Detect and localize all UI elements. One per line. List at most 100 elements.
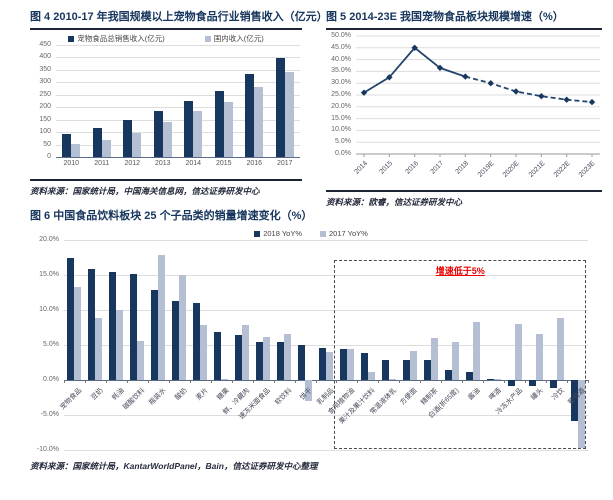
bar-series2: [263, 336, 271, 380]
bar-series2: [388, 379, 396, 381]
bar-series1: [339, 349, 347, 380]
axis-tick: [546, 380, 548, 383]
figure5-title: 图 5 2014-23E 我国宠物食品板块规模增速（%）: [326, 8, 602, 30]
axis-tick: [504, 380, 506, 383]
bar-series1: [402, 360, 410, 380]
figure6-title: 图 6 中国食品饮料板块 25 个子品类的销量增速变化（%）: [30, 210, 313, 222]
bar-series2: [535, 333, 543, 380]
bar-series1: [92, 128, 102, 157]
bar-series1: [507, 380, 515, 386]
bar-series1: [486, 378, 494, 380]
axis-tick: [64, 380, 65, 383]
legend-swatch-icon: [254, 230, 261, 237]
bar-series2: [242, 324, 250, 380]
gridline: [64, 275, 588, 276]
bar-series2: [284, 72, 294, 157]
bar-series1: [153, 110, 163, 157]
bar-series2: [158, 254, 166, 380]
figure4-title: 图 4 2010-17 年我国规模以上宠物食品行业销售收入（亿元）: [30, 8, 328, 30]
y-tick-label: 30.0%: [331, 79, 351, 87]
gridline: [56, 45, 300, 46]
figure6-chart: 宠物食品 豆奶 蚝油 碳酸饮料 瓶装水 酸奶 麦片 糖果 鲜、冷藏肉 速冻米面食品 软饮料 饼干 乳制品…: [30, 236, 590, 454]
bar-series2: [162, 122, 172, 157]
x-category-label: 2010: [63, 160, 80, 167]
bar-series2: [101, 140, 111, 157]
bar-series2: [577, 380, 585, 448]
y-tick-label: 40.0%: [331, 55, 351, 63]
bar-series1: [245, 74, 255, 157]
axis-tick: [378, 380, 380, 383]
x-category-label: 2012: [124, 160, 141, 167]
bar-series1: [570, 380, 578, 421]
gridline: [56, 132, 300, 134]
legend-label: 2017 YoY%: [329, 229, 368, 238]
axis-tick: [357, 380, 359, 383]
axis-tick: [399, 380, 401, 383]
gridline: [56, 119, 300, 121]
axis-tick: [273, 380, 275, 383]
x-category-label: 2017: [276, 160, 293, 167]
y-tick-label: 400: [39, 53, 51, 61]
axis-tick: [189, 380, 191, 383]
bar-series1: [298, 345, 306, 380]
figure4-legend: 宠物食品总销售收入(亿元) 国内收入(亿元): [30, 32, 302, 45]
x-category-label: 2011: [94, 160, 110, 167]
diamond-marker-icon: [411, 44, 418, 51]
x-category-label: 软饮料: [273, 387, 294, 407]
y-tick-label: 25.0%: [331, 91, 351, 98]
gridline: [56, 82, 300, 84]
bar-series1: [235, 334, 243, 380]
x-category-label: 2016: [246, 160, 263, 167]
x-tick-label: 2022E: [552, 160, 572, 179]
line-segment-forecast: [465, 75, 593, 103]
bar-series2: [326, 352, 333, 380]
gridline: [64, 450, 588, 451]
diamond-marker-icon: [436, 64, 444, 72]
axis-tick: [252, 380, 254, 383]
line-chart-canvas: [356, 35, 600, 157]
gridline: [56, 107, 300, 109]
bar-series1: [423, 360, 431, 380]
gridline: [64, 415, 588, 416]
figure5-chart: 50.0% 45.0% 40.0% 35.0% 30.0% 25.0% 20.0% 15.0%…: [326, 32, 600, 184]
axis-tick: [147, 380, 149, 383]
legend-item: 国内收入(亿元): [204, 33, 264, 44]
legend-label: 宠物食品总销售收入(亿元): [77, 34, 165, 43]
bar-series2: [514, 324, 522, 380]
x-category-label: 2013: [154, 160, 171, 167]
diamond-marker-icon: [563, 96, 570, 103]
bar-series1: [465, 371, 473, 380]
x-tick-label: 2020E: [502, 160, 521, 179]
x-category-label: 瓶装水: [148, 387, 168, 407]
bar-series2: [116, 310, 124, 380]
axis-tick: [294, 380, 296, 383]
x-category-label: 糖果: [215, 387, 231, 402]
x-axis-line: [64, 380, 588, 381]
bar-series2: [193, 111, 203, 157]
x-category-label: 豆奶: [89, 387, 105, 402]
axis-tick: [441, 380, 443, 383]
bar-series1: [275, 58, 285, 157]
x-category-label: 2015: [215, 160, 232, 167]
legend-swatch-icon: [204, 35, 211, 42]
legend-swatch-icon: [320, 230, 326, 237]
diamond-marker-icon: [512, 88, 520, 95]
axis-tick: [567, 380, 569, 383]
axis-tick: [210, 380, 212, 383]
y-tick-label: 200: [39, 103, 51, 111]
axis-tick: [462, 380, 464, 383]
axis-tick: [168, 380, 170, 383]
annotation-label: 增速低于5%: [435, 265, 485, 276]
axis-tick: [105, 380, 107, 383]
x-category-label: 酸奶: [173, 387, 189, 402]
x-tick-label: 2018: [454, 160, 471, 176]
bar-series2: [200, 325, 208, 380]
y-tick-label: 300: [39, 78, 51, 86]
bar-series1: [184, 101, 194, 157]
y-tick-label: 15.0%: [331, 114, 351, 122]
axis-tick: [315, 380, 317, 383]
gridline: [64, 310, 588, 311]
bar-series1: [549, 380, 557, 389]
gridline: [56, 144, 300, 146]
bar-series2: [472, 321, 480, 380]
